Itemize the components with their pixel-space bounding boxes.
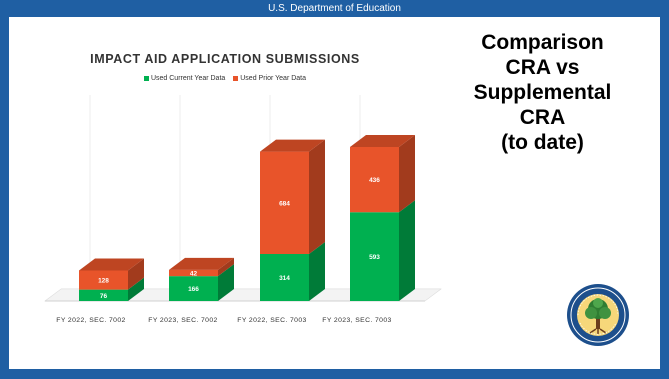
legend-label-current: Used Current Year Data: [150, 75, 226, 82]
bar-segment-prior-year: [260, 151, 309, 254]
footer-band: [0, 369, 669, 379]
bar-segment-prior-year-side: [218, 257, 234, 277]
heading-line-4: CRA: [519, 106, 566, 129]
chart-title: IMPACT AID APPLICATION SUBMISSIONS: [90, 52, 360, 66]
category-tick-label: FY 2022, SEC. 7003: [237, 317, 306, 324]
bar-data-label: 684: [279, 200, 290, 207]
bar-data-label: 436: [369, 177, 380, 184]
heading-line-5: (to date): [501, 131, 584, 154]
heading-line-1: Comparison: [481, 31, 604, 54]
bar-segment-prior-year-side: [128, 258, 144, 290]
header-band: U.S. Department of Education: [0, 0, 669, 17]
legend-swatch-prior: [233, 75, 239, 81]
bar-segment-prior-year-side: [309, 139, 325, 254]
legend-label-prior: Used Prior Year Data: [240, 75, 307, 82]
bar-data-label: 314: [279, 275, 290, 282]
category-tick-label: FY 2022, SEC. 7002: [56, 317, 125, 324]
bar-segment-current-year: [260, 253, 309, 301]
slide-canvas: [9, 17, 660, 369]
slide-heading: Comparison CRA vs Supplemental CRA (to d…: [455, 30, 630, 155]
bar-segment-current-year: [169, 276, 218, 301]
bar-segment-prior-year: [79, 270, 128, 290]
heading-line-2: CRA vs: [505, 56, 580, 79]
bar-segment-current-year-side: [309, 241, 325, 301]
bar-segment-prior-year: [350, 146, 399, 213]
bar-segment-current-year: [79, 289, 128, 301]
bar-segment-prior-year-top: [260, 139, 325, 152]
category-tick-label: FY 2023, SEC. 7002: [148, 317, 217, 324]
bar-segment-prior-year-top: [79, 258, 144, 271]
heading-line-3: Supplemental: [473, 81, 612, 104]
bar-segment-current-year-side: [128, 277, 144, 301]
bar-data-label: 128: [98, 278, 109, 285]
bar-segment-current-year: [350, 212, 399, 301]
bar-segment-current-year-side: [218, 264, 234, 301]
bar-segment-prior-year-top: [350, 134, 415, 147]
bar-segment-prior-year: [169, 269, 218, 277]
bar-data-label: 42: [190, 271, 198, 278]
chart-legend: Used Current Year Data Used Prior Year D…: [60, 75, 390, 82]
bar-segment-prior-year-side: [399, 134, 415, 213]
legend-item-prior: Used Prior Year Data: [233, 75, 306, 82]
header-text: U.S. Department of Education: [268, 3, 401, 14]
department-seal-icon: [567, 284, 629, 346]
legend-swatch-current: [143, 75, 149, 81]
category-tick-label: FY 2023, SEC. 7003: [322, 317, 391, 324]
legend-item-current: Used Current Year Data: [143, 75, 226, 82]
bar-segment-prior-year-top: [169, 257, 234, 270]
bar-data-label: 76: [100, 293, 108, 300]
bar-segment-current-year-side: [399, 200, 415, 301]
bar-data-label: 593: [369, 254, 380, 261]
bar-data-label: 166: [188, 286, 199, 293]
